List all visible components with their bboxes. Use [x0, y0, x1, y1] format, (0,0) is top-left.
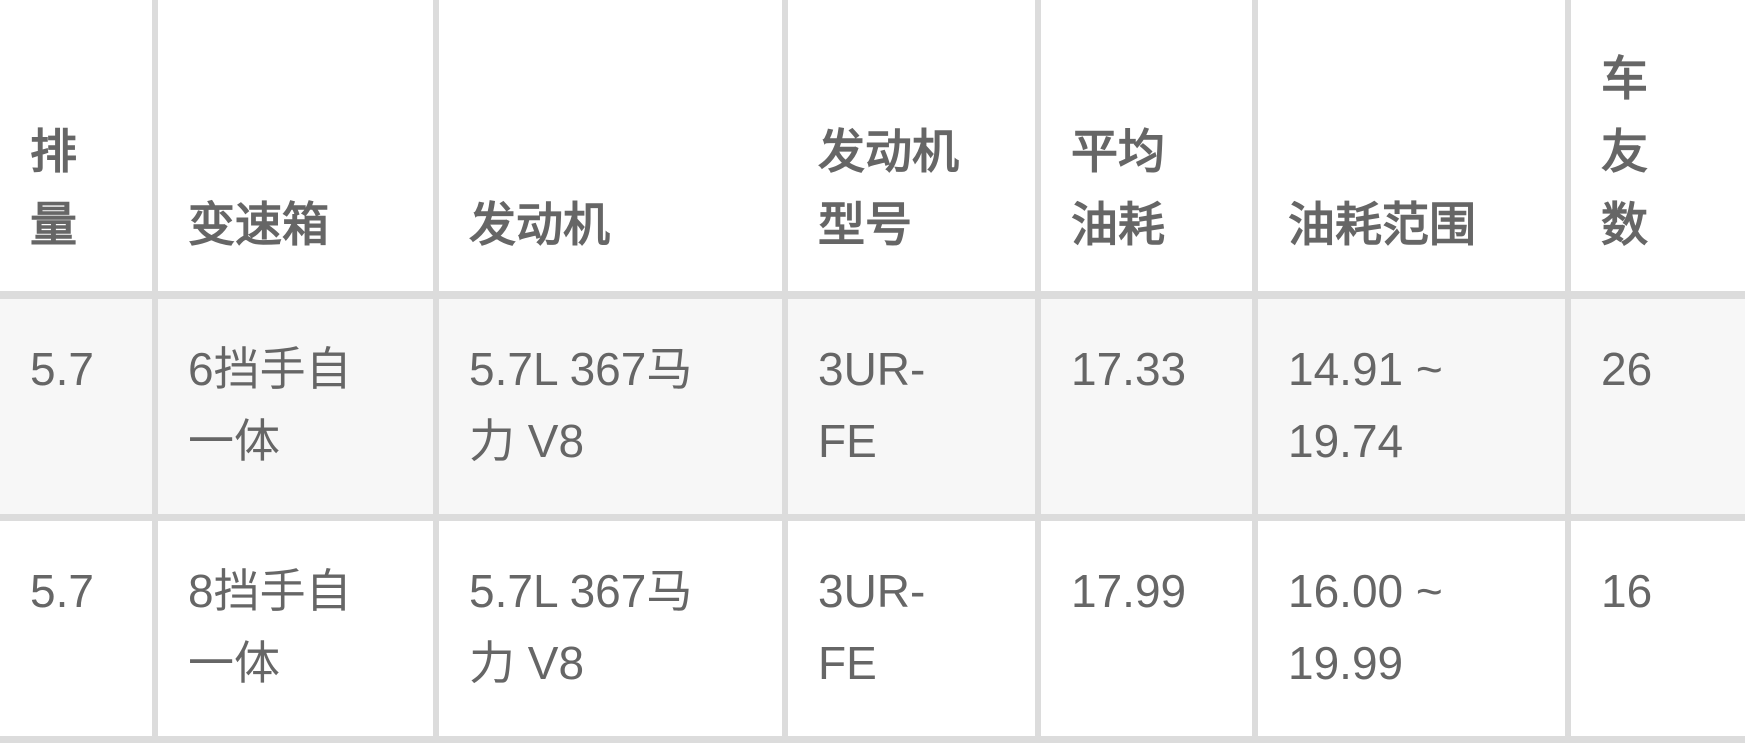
cell-avg-consumption: 17.99: [1038, 517, 1258, 743]
table-header-row: 排 量 变速箱 发动机 发动机 型号 平均 油耗 油耗范围 车 友 数: [0, 0, 1745, 299]
cell-consumption-range: 16.00 ~ 19.99: [1255, 517, 1571, 743]
cell-owner-count: 16: [1568, 517, 1745, 743]
cell-avg-consumption: 17.33: [1038, 295, 1258, 521]
cell-engine: 5.7L 367马 力 V8: [436, 517, 788, 743]
cell-transmission: 6挡手自 一体: [155, 295, 439, 521]
header-cell-engine: 发动机: [436, 0, 788, 299]
header-cell-engine-model: 发动机 型号: [785, 0, 1041, 299]
table-row: 5.7 8挡手自 一体 5.7L 367马 力 V8 3UR- FE 17.99…: [0, 517, 1745, 743]
header-cell-consumption-range: 油耗范围: [1255, 0, 1571, 299]
cell-transmission: 8挡手自 一体: [155, 517, 439, 743]
cell-engine-model: 3UR- FE: [785, 295, 1041, 521]
cell-owner-count: 26: [1568, 295, 1745, 521]
table-row: 5.7 6挡手自 一体 5.7L 367马 力 V8 3UR- FE 17.33…: [0, 295, 1745, 521]
cell-displacement: 5.7: [0, 517, 158, 743]
cell-consumption-range: 14.91 ~ 19.74: [1255, 295, 1571, 521]
cell-displacement: 5.7: [0, 295, 158, 521]
cell-engine: 5.7L 367马 力 V8: [436, 295, 788, 521]
header-cell-owner-count: 车 友 数: [1568, 0, 1745, 299]
cell-engine-model: 3UR- FE: [785, 517, 1041, 743]
header-cell-transmission: 变速箱: [155, 0, 439, 299]
header-cell-displacement: 排 量: [0, 0, 158, 299]
header-cell-avg-consumption: 平均 油耗: [1038, 0, 1258, 299]
